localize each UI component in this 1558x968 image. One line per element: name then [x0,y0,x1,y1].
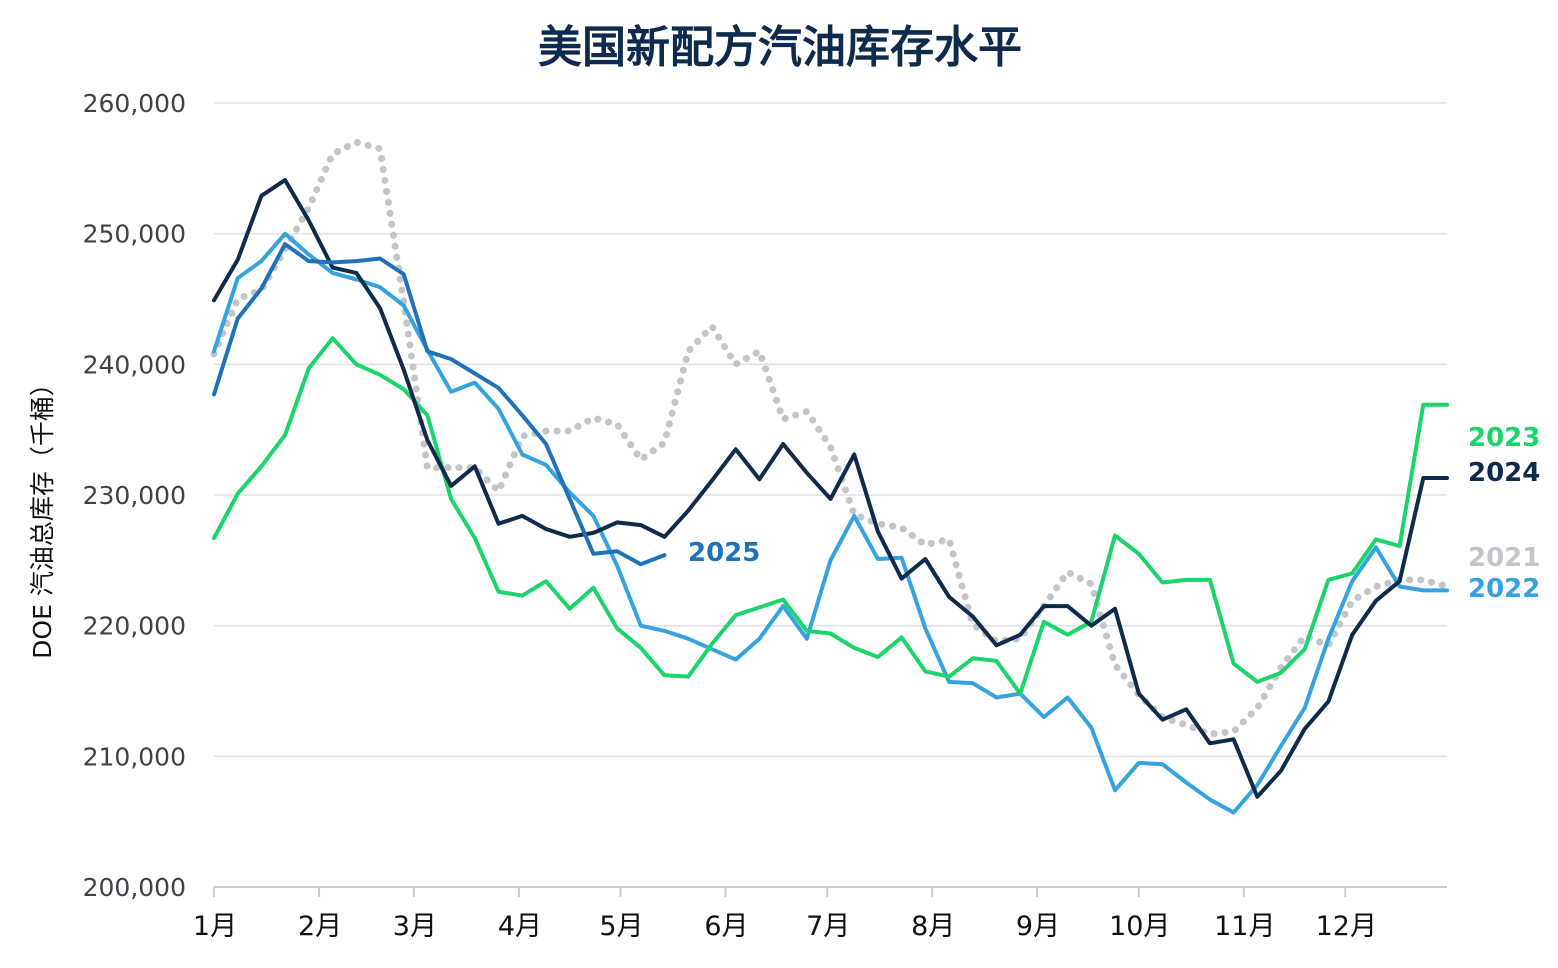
series-label-2024: 2024 [1468,458,1540,488]
x-tick-label: 12月 [1316,911,1377,942]
x-tick-label: 9月 [1016,911,1060,942]
series-label-2021: 2021 [1468,543,1540,573]
series-line-2023 [212,336,1449,696]
series-label-2025: 2025 [688,538,760,568]
y-tick-label: 200,000 [83,873,186,902]
x-tick-label: 3月 [393,911,437,942]
series-label-2022: 2022 [1468,574,1540,604]
series-line-2022 [212,231,1449,815]
x-tick-label: 2月 [298,911,342,942]
series-line-2025 [212,242,667,567]
x-tick-label: 11月 [1214,911,1275,942]
y-tick-label: 260,000 [83,89,186,118]
series-label-2023: 2023 [1468,423,1540,453]
x-tick-label: 1月 [193,911,237,942]
x-tick-label: 6月 [704,911,748,942]
axes: 200,000 210,000 220,000 230,000 240,000 250,0… [83,89,1377,942]
chart-title: 美国新配方汽油库存水平 [538,22,1022,73]
y-tick-label: 230,000 [83,481,186,510]
x-tick-label: 7月 [806,911,850,942]
x-tick-label: 5月 [599,911,643,942]
x-tick-label: 8月 [911,911,955,942]
y-tick-label: 240,000 [83,350,186,379]
series-lines [210,138,1451,815]
series-line-2021 [210,138,1451,738]
gridlines [214,102,1447,888]
y-tick-label: 250,000 [83,220,186,249]
y-tick-label: 220,000 [83,612,186,641]
y-tick-label: 210,000 [83,742,186,771]
x-tick-label: 4月 [498,911,542,942]
y-axis-label: DOE 汽油总库存（千桶） [28,371,57,659]
series-line-2024 [212,178,1449,799]
x-tick-label: 10月 [1109,911,1170,942]
